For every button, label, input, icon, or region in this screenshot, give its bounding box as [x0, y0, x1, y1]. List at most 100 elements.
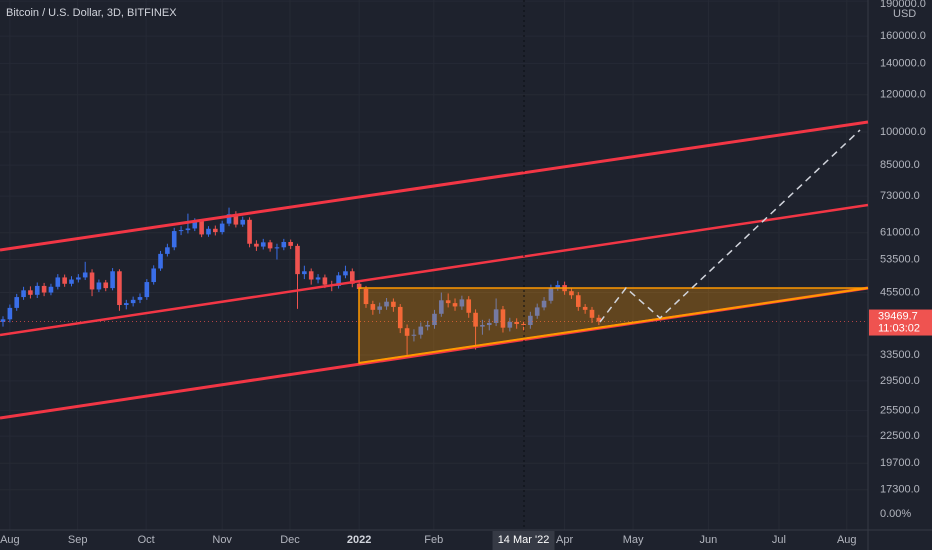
candle-body: [240, 219, 246, 225]
candle-body: [596, 317, 602, 322]
candle-body: [349, 271, 355, 284]
candle-body: [233, 214, 239, 225]
candle-body: [514, 321, 519, 324]
candle-body: [370, 304, 376, 310]
candle-body: [363, 288, 369, 305]
candle-body: [206, 228, 211, 235]
candle-body: [493, 309, 499, 323]
candle-body: [219, 223, 225, 233]
candle-body: [123, 303, 129, 306]
y-tick-label: 25500.0: [880, 405, 920, 417]
candle-body: [281, 241, 287, 248]
candle-body: [226, 214, 232, 224]
candle-body: [541, 300, 547, 308]
currency: USD: [893, 8, 916, 20]
candle-body: [500, 309, 506, 328]
candle-body: [274, 247, 280, 249]
y-tick-label: 61000.0: [880, 227, 920, 239]
x-tick-label: Oct: [138, 534, 155, 546]
candle-body: [96, 282, 102, 290]
y-tick-label: 53500.0: [880, 253, 920, 265]
candle-body: [411, 334, 417, 336]
candle-body: [302, 271, 307, 275]
candle-body: [199, 221, 204, 235]
last-price-label: 39469.7: [878, 310, 918, 322]
candle-body: [555, 285, 561, 289]
candle-body: [55, 277, 61, 287]
x-tick-label: May: [623, 534, 644, 546]
candle-body: [151, 268, 156, 283]
candle-body: [110, 271, 115, 289]
candle-body: [213, 228, 218, 233]
y-tick-label: 22500.0: [880, 430, 920, 442]
candle-body: [576, 295, 581, 307]
y-tick-label: 29500.0: [880, 375, 920, 387]
candle-body: [137, 297, 143, 300]
candle-body: [459, 299, 465, 307]
candle-body: [295, 245, 300, 275]
x-tick-label: Jul: [772, 534, 786, 546]
drawings: [0, 0, 869, 530]
candle-body: [62, 277, 67, 284]
projection: [599, 129, 861, 323]
candle-body: [445, 300, 451, 304]
candle-body: [178, 230, 184, 232]
y-tick-label: 140000.0: [880, 57, 926, 69]
x-tick-label: 2022: [347, 534, 371, 546]
candle-body: [404, 328, 410, 336]
candle-body: [418, 326, 424, 335]
x-tick-label: Feb: [424, 534, 443, 546]
candle-body: [7, 307, 13, 320]
candle-body: [171, 231, 177, 248]
candle-body: [507, 321, 513, 328]
candle-body: [521, 323, 526, 326]
candle-body: [452, 303, 458, 307]
candle-body: [185, 228, 191, 231]
candle-body: [486, 322, 492, 326]
x-tick-label: Aug: [0, 534, 20, 546]
candle-body: [308, 271, 314, 280]
candle-body: [548, 288, 554, 301]
x-tick-label: Aug: [837, 534, 857, 546]
percent-label: 0.00%: [880, 508, 911, 520]
candle-body: [534, 307, 540, 316]
candle-body: [425, 325, 430, 327]
candle-body: [165, 247, 170, 254]
y-tick-label: 85000.0: [880, 159, 920, 171]
channel-upper: [0, 120, 869, 252]
candle-body: [144, 282, 150, 298]
y-tick-label: 100000.0: [880, 126, 926, 138]
candle-body: [473, 312, 478, 327]
y-tick-label: 160000.0: [880, 30, 926, 42]
candle-body: [397, 306, 403, 329]
candle-body: [322, 277, 328, 285]
candle-body: [480, 325, 485, 327]
candle-body: [117, 271, 122, 306]
crosshair-label: 14 Mar '22: [498, 534, 550, 546]
candle-body: [0, 319, 6, 322]
candle-body: [267, 242, 273, 249]
y-tick-label: 120000.0: [880, 89, 926, 101]
candle-body: [466, 299, 472, 313]
x-tick-label: Sep: [68, 534, 88, 546]
candle-body: [130, 299, 136, 304]
candle-body: [432, 313, 437, 326]
candle-body: [254, 243, 259, 247]
x-tick-label: Dec: [280, 534, 300, 546]
candle-body: [82, 272, 88, 278]
candle-body: [247, 219, 252, 244]
candle-body: [34, 285, 40, 295]
candle-body: [76, 277, 81, 280]
x-tick-label: Nov: [212, 534, 232, 546]
triangle-base: [358, 287, 869, 364]
candle-body: [315, 277, 321, 280]
candle-body: [260, 242, 266, 247]
candle-body: [589, 309, 595, 318]
candle-body: [158, 253, 163, 269]
countdown-label: 11:03:02: [878, 322, 920, 334]
candle-body: [356, 283, 362, 289]
x-tick-label: Jun: [700, 534, 718, 546]
candle-body: [89, 272, 95, 290]
